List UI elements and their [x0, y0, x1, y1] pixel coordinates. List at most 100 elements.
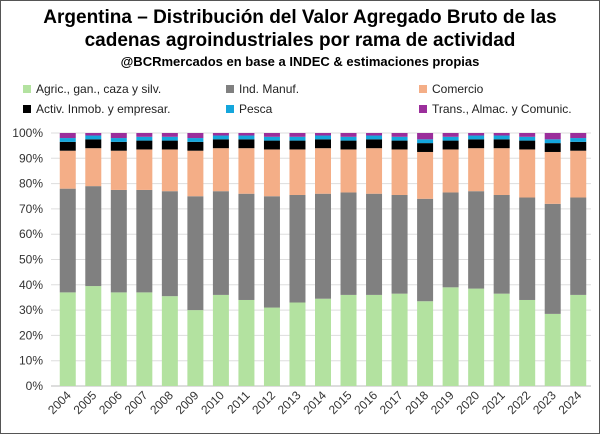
- x-tick-label: 2012: [249, 388, 278, 417]
- bar-segment: [85, 139, 102, 149]
- bar-segment: [212, 148, 229, 192]
- bar-segment: [391, 293, 408, 386]
- bar-segment: [493, 139, 510, 149]
- bar-segment: [136, 136, 153, 141]
- bar-segment: [493, 293, 510, 386]
- bar-segment: [187, 310, 204, 386]
- bar-segment: [442, 192, 459, 288]
- bar-segment: [468, 191, 485, 289]
- bar-segment: [263, 136, 280, 141]
- bar-segment: [417, 151, 434, 199]
- bar-segment: [391, 140, 408, 150]
- bar-segment: [315, 193, 331, 299]
- bar-segment: [417, 198, 434, 302]
- legend-item-comercio: Comercio: [419, 82, 483, 96]
- bar-segment: [366, 193, 383, 295]
- bar-segment: [570, 294, 587, 386]
- bar-segment: [442, 287, 459, 386]
- legend-item-activ-inmob: Activ. Inmob. y empresar.: [23, 102, 171, 116]
- bar-segment: [442, 133, 459, 137]
- bar-segment: [110, 141, 127, 151]
- bar-segment: [366, 294, 383, 386]
- bar-segment: [238, 135, 255, 140]
- bar-segment: [238, 299, 255, 386]
- legend-item-ind-manuf: Ind. Manuf.: [226, 82, 299, 96]
- bar-segment: [340, 133, 357, 137]
- bar-segment: [340, 136, 357, 141]
- bar-segment: [519, 136, 536, 141]
- bar-segment: [59, 150, 76, 189]
- x-tick-label: 2011: [224, 388, 252, 416]
- bar-segment: [468, 288, 485, 386]
- bar-segment: [340, 192, 357, 295]
- bar-segment: [289, 140, 306, 150]
- bar-segment: [519, 133, 536, 137]
- bar-segment: [136, 189, 153, 293]
- bar-segment: [340, 294, 357, 386]
- bar-segment: [289, 194, 306, 303]
- bar-segment: [161, 133, 178, 137]
- bar-segment: [468, 133, 485, 136]
- x-tick-label: 2013: [275, 388, 304, 417]
- bar-segment: [85, 286, 102, 386]
- x-tick-label: 2015: [326, 388, 355, 417]
- bar-segment: [187, 138, 204, 142]
- bar-segment: [493, 135, 510, 140]
- bar-segment: [493, 194, 510, 294]
- bar-segment: [187, 150, 204, 197]
- bar-segment: [263, 149, 280, 197]
- bar-segment: [212, 135, 229, 140]
- bar-segment: [570, 197, 587, 295]
- y-tick-label: 90%: [19, 151, 43, 165]
- legend-item-pesca: Pesca: [226, 102, 272, 116]
- chart-subtitle: @BCRmercados en base a INDEC & estimacio…: [120, 54, 480, 69]
- bar-segment: [110, 138, 127, 142]
- bar-segment: [238, 148, 255, 194]
- bar-segment: [519, 149, 536, 198]
- bar-segment: [315, 135, 331, 140]
- bar-segment: [59, 138, 76, 142]
- bar-segment: [315, 139, 331, 149]
- bar-segment: [110, 292, 127, 386]
- bar-segment: [442, 136, 459, 141]
- bar-segment: [570, 133, 587, 139]
- bar-segment: [263, 140, 280, 150]
- x-tick-label: 2023: [530, 388, 559, 417]
- y-tick-label: 20%: [19, 328, 43, 342]
- bar-segment: [391, 149, 408, 195]
- bar-segment: [315, 298, 331, 386]
- x-tick-label: 2017: [377, 388, 406, 417]
- bar-segment: [110, 133, 127, 139]
- legend-label: Trans., Almac. y Comunic.: [432, 102, 572, 116]
- bar-segment: [187, 133, 204, 139]
- bar-segment: [263, 133, 280, 137]
- legend-label: Comercio: [432, 82, 484, 96]
- x-tick-label: 2022: [505, 388, 534, 417]
- bar-segment: [519, 299, 536, 386]
- bar-segment: [340, 140, 357, 150]
- y-tick-label: 80%: [19, 177, 43, 191]
- bar-segment: [315, 133, 331, 136]
- bar-segment: [136, 133, 153, 137]
- bar-segment: [570, 138, 587, 142]
- x-tick-label: 2004: [45, 388, 74, 417]
- bar-segment: [110, 150, 127, 190]
- legend-item-trans: Trans., Almac. y Comunic.: [419, 102, 572, 116]
- bar-segment: [442, 140, 459, 150]
- y-tick-label: 100%: [12, 126, 43, 140]
- bar-segment: [544, 133, 561, 140]
- bar-segment: [493, 148, 510, 195]
- bar-segment: [161, 296, 178, 386]
- y-tick-label: 0%: [26, 379, 44, 393]
- bar-segment: [212, 294, 229, 386]
- bar-segment: [468, 139, 485, 149]
- legend-label: Agric., gan., caza y silv.: [36, 82, 162, 96]
- x-tick-label: 2021: [479, 388, 508, 417]
- y-tick-label: 70%: [19, 202, 43, 216]
- y-tick-label: 30%: [19, 303, 43, 317]
- chart-title-line-1: Argentina – Distribución del Valor Agreg…: [43, 7, 557, 28]
- bar-segment: [263, 307, 280, 386]
- bar-segment: [161, 140, 178, 150]
- bar-segment: [212, 133, 229, 136]
